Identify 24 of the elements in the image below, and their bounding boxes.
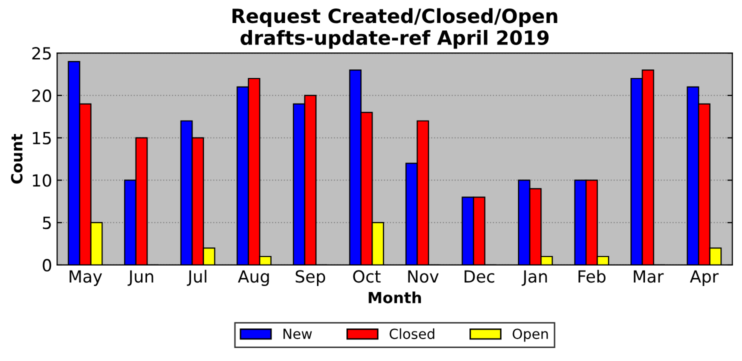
x-tick-label: Oct (353, 270, 381, 283)
y-tick-label: 10 (32, 174, 52, 187)
y-tick-label: 25 (32, 47, 51, 60)
y-tick-label: 20 (32, 89, 52, 102)
legend-label: Closed (390, 328, 434, 340)
legend-label: Open (512, 328, 548, 342)
x-tick-label: Aug (238, 270, 269, 286)
x-tick-label: Apr (690, 270, 719, 286)
y-tick-label: 0 (42, 258, 52, 272)
x-tick-label: Mar (634, 270, 664, 283)
legend-label: New (284, 328, 312, 340)
x-tick-label: Jul (186, 270, 206, 286)
x-tick-label: Sep (296, 270, 326, 286)
x-tick-label: Jun (128, 270, 154, 286)
x-axis-title: Month (368, 292, 421, 304)
x-tick-label: Feb (578, 270, 606, 283)
x-tick-label: Nov (408, 270, 439, 283)
y-axis-title: Count (10, 134, 23, 184)
x-tick-label: Jan (522, 270, 547, 286)
x-tick-label: May (70, 270, 102, 286)
chart-title: Request Created/Closed/Open drafts-update-ref April 2019 (232, 8, 558, 49)
y-tick-label: 15 (32, 132, 51, 144)
x-tick-label: Dec (464, 270, 494, 283)
y-tick-label: 5 (42, 216, 51, 230)
